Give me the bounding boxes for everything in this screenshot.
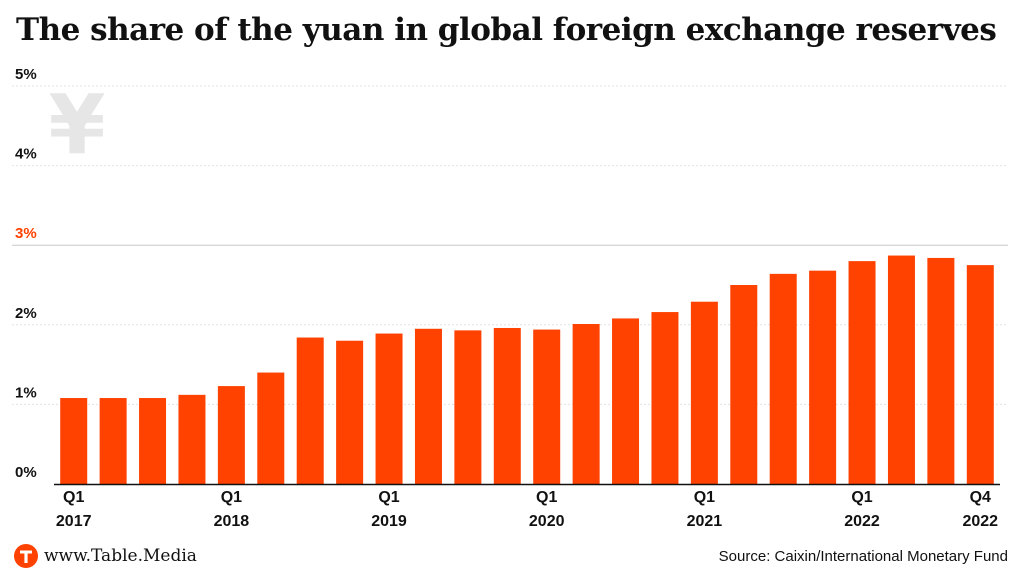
- bar: [730, 285, 758, 484]
- bar: [336, 340, 364, 484]
- x-tick-label: 2021: [687, 513, 723, 530]
- bar: [257, 372, 285, 484]
- bar: [139, 398, 167, 484]
- y-tick-label: 4%: [15, 146, 37, 163]
- y-tick-label: 5%: [15, 66, 37, 83]
- bar: [966, 265, 994, 484]
- yen-sign-icon: ¥: [48, 78, 105, 173]
- bar: [493, 327, 521, 484]
- y-axis-ticks: 0% 1% 2% 3% 4% 5%: [15, 66, 37, 481]
- chart-title: The share of the yuan in global foreign …: [16, 12, 997, 48]
- bar: [848, 261, 876, 484]
- x-axis-ticks: Q1 2017 Q1 2018 Q1 2019 Q1 2020 Q1 2021 Q1 2022 Q4 20…: [56, 489, 998, 530]
- bar: [99, 398, 127, 484]
- y-tick-label: 2%: [15, 305, 37, 322]
- bar: [651, 312, 679, 484]
- gridlines: [12, 85, 1008, 405]
- bar: [217, 386, 245, 484]
- svg-text:¥: ¥: [48, 78, 105, 173]
- x-tick-label: 2022: [962, 513, 998, 530]
- bar: [690, 301, 718, 484]
- bar: [612, 318, 640, 484]
- x-tick-label: Q1: [694, 489, 715, 506]
- bar: [414, 328, 442, 484]
- bars: [60, 255, 994, 484]
- y-tick-label: 3%: [15, 225, 37, 242]
- bar: [927, 257, 955, 484]
- x-tick-label: Q4: [970, 489, 991, 506]
- x-tick-label: 2018: [214, 513, 250, 530]
- bar: [809, 270, 837, 484]
- x-tick-label: 2017: [56, 513, 92, 530]
- brand: www.Table.Media: [14, 544, 197, 568]
- x-tick-label: 2020: [529, 513, 565, 530]
- bar: [572, 324, 600, 484]
- y-tick-label: 1%: [15, 384, 37, 401]
- x-tick-label: 2019: [371, 513, 407, 530]
- x-tick-label: Q1: [536, 489, 557, 506]
- bar: [296, 337, 324, 484]
- bar: [60, 398, 88, 484]
- table-media-logo-icon: [14, 544, 38, 568]
- brand-url[interactable]: www.Table.Media: [44, 546, 197, 566]
- bar: [454, 330, 482, 484]
- source-note: Source: Caixin/International Monetary Fu…: [718, 548, 1008, 565]
- bar: [887, 255, 915, 484]
- bar: [375, 333, 403, 484]
- x-tick-label: Q1: [63, 489, 84, 506]
- bar: [533, 329, 561, 484]
- x-tick-label: Q1: [851, 489, 872, 506]
- x-tick-label: 2022: [844, 513, 880, 530]
- x-tick-label: Q1: [221, 489, 242, 506]
- bar-chart: ¥ 0%1%2%3%4%5% Q12017Q12018Q12019Q12020Q…: [12, 66, 1008, 530]
- x-tick-label: Q1: [378, 489, 399, 506]
- y-tick-label: 0%: [15, 464, 37, 481]
- bar: [178, 394, 206, 484]
- bar: [769, 273, 797, 484]
